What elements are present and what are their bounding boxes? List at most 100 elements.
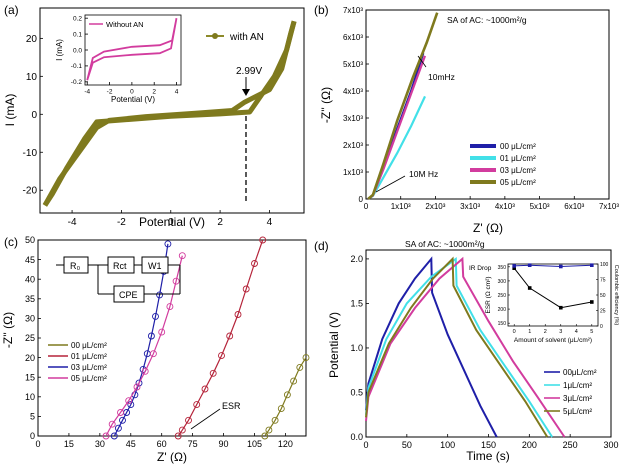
panel-b-legend-label: 05 μL/cm²: [500, 178, 536, 187]
panel-a-legend-marker: [212, 33, 218, 39]
panel-c-ylabel: -Z'' (Ω): [1, 312, 15, 348]
panel-d-inset-eff-point: [559, 264, 563, 269]
panel-b-xlabel: Z' (Ω): [473, 221, 503, 235]
panel-c-point: [251, 260, 258, 267]
panel-a-ytick-label: -20: [23, 186, 38, 197]
panel-b-xtick-label: 0: [364, 202, 369, 211]
panel-b-legend: 00 μL/cm² 01 μL/cm² 03 μL/cm² 05 μL/cm²: [470, 142, 536, 187]
panel-d-xtick-label: 250: [563, 440, 578, 450]
circuit-label-cpe: CPE: [119, 290, 138, 300]
panel-d-xtick-label: 100: [440, 440, 455, 450]
panel-a-xlabel: Potential (V): [139, 215, 205, 229]
panel-d-legend-label: 5μL/cm²: [563, 407, 592, 416]
panel-c-point: [174, 432, 182, 440]
panel-d-ytick-label: 0.5: [350, 388, 363, 398]
panel-c-xtick-label: 15: [64, 439, 74, 449]
panel-d-xtick-label: 150: [481, 440, 496, 450]
panel-c-legend-label: 03 μL/cm²: [71, 363, 107, 372]
panel-c-xtick-label: 60: [157, 439, 167, 449]
panel-a-inset-legend: Without AN: [106, 20, 144, 29]
panel-d-inset: 0 1 2 3 4 5 150 200 250 300 350 0 25 50 75 100: [498, 262, 609, 335]
panel-c-point: [261, 432, 269, 440]
circuit-label-r0: R₀: [70, 261, 80, 271]
panel-d-inset-eff-point: [590, 263, 594, 267]
panel-c-point: [296, 363, 304, 371]
panel-c-point: [193, 401, 201, 409]
panel-a-xtick-label: -4: [68, 217, 77, 228]
panel-b-ticks: 0 1x10³ 2x10³ 3x10³ 4x10³ 5x10³ 6x10³ 7x10³ 0 1x1…: [343, 6, 619, 211]
panel-b-xtick-label: 6x10³: [564, 202, 584, 211]
panel-c-point: [185, 416, 192, 424]
panel-c-ytick-label: 35: [25, 294, 35, 304]
panel-c-ytick-label: 45: [25, 255, 35, 265]
panel-c-fit-1: [177, 239, 264, 437]
panel-a-inset-ytick-label: 0.2: [73, 15, 82, 22]
panel-b-arrow-1: [417, 55, 427, 68]
panel-d-title: SA of AC: ~1000m²/g: [405, 239, 485, 249]
panel-c-point: [127, 401, 135, 409]
panel-d-inset-xtick-label: 3: [559, 329, 562, 335]
panel-c-xtick-label: 75: [188, 439, 198, 449]
panel-a-legend-label: with AN: [229, 32, 264, 43]
panel-c-ytick-label: 30: [25, 314, 35, 324]
panel-c-arrow: [190, 408, 221, 430]
panel-d-series-1: [365, 256, 554, 438]
panel-c-point: [271, 416, 279, 424]
panel-d-ytick-label: 1.0: [350, 343, 363, 353]
panel-c-xtick-label: 0: [35, 439, 40, 449]
panel-a-ylabel: I (mA): [3, 94, 17, 127]
panel-a-series-cathodic: [42, 20, 297, 207]
panel-d-series-0: [365, 256, 498, 438]
panel-c-ytick-label: 20: [25, 353, 35, 363]
panel-c-point: [302, 354, 310, 362]
panel-d-inset-esr-point: [590, 300, 594, 304]
panel-a-inset-xtick-label: 2: [152, 89, 156, 96]
panel-a-ytick-label: -10: [23, 148, 38, 159]
panel-c-ytick-label: 0: [30, 431, 35, 441]
panel-b-ytick-label: 2x10³: [343, 141, 363, 150]
panel-b-ylabel: -Z'' (Ω): [319, 87, 333, 123]
panel-d-inset-xtick-label: 2: [544, 329, 547, 335]
panel-c-xtick-label: 120: [278, 439, 293, 449]
panel-b-xtick-label: 3x10³: [460, 202, 480, 211]
panel-b: 0 1x10³ 2x10³ 3x10³ 4x10³ 5x10³ 6x10³ 7x10³ 0 1x1…: [319, 6, 619, 235]
panel-c-fit-2: [113, 243, 169, 437]
panel-c-point: [283, 391, 291, 399]
panel-c-point: [242, 285, 250, 293]
panel-b-frame: [365, 9, 610, 200]
panel-d-series-2: [365, 256, 566, 438]
panel-a-xtick-label: -2: [117, 217, 126, 228]
panel-c-ytick-label: 25: [25, 333, 35, 343]
panel-d-inset-xlabel: Amount of solvent (μL/cm²): [514, 337, 592, 344]
panel-d-inset-xtick-label: 1: [528, 329, 531, 335]
panel-c-point: [290, 377, 298, 385]
panel-d-annotation: IR Drop: [469, 265, 492, 272]
panel-b-ytick-label: 0: [359, 195, 364, 204]
panel-c-point: [218, 352, 225, 360]
panel-c-point: [156, 291, 164, 299]
panel-c-xtick-label: 90: [219, 439, 229, 449]
panel-d-legend-label: 3μL/cm²: [563, 394, 592, 403]
panel-c-point: [178, 252, 186, 260]
panel-d-inset-xtick-label: 5: [590, 329, 593, 335]
panel-c-point: [108, 420, 116, 428]
panel-d-legend-label: 00μL/cm²: [563, 368, 597, 377]
panel-d-ytick-label: 2.0: [350, 254, 363, 264]
panel-d-xlabel: Time (s): [466, 449, 510, 463]
panel-b-xtick-label: 5x10³: [530, 202, 550, 211]
panel-a-inset-ylabel: I (mA): [55, 39, 64, 61]
panel-d-inset-ytick-label: 250: [498, 293, 507, 299]
panel-c: 0 15 30 45 60 75 90 105 12005101520253035404550 …: [1, 235, 310, 464]
panel-label-d: (d): [314, 239, 329, 253]
panel-d-inset-esr-point: [512, 266, 516, 270]
panel-d-inset-esr-line: [513, 267, 592, 309]
panel-c-ytick-label: 10: [25, 392, 35, 402]
panel-c-point: [166, 303, 174, 311]
panel-c-point: [119, 416, 126, 424]
panel-d-inset-eff-point: [527, 263, 532, 267]
panel-d-xtick-label: 300: [603, 440, 618, 450]
panel-c-ytick-label: 15: [25, 372, 35, 382]
panel-c-point: [158, 328, 166, 336]
panel-c-point: [135, 379, 143, 387]
